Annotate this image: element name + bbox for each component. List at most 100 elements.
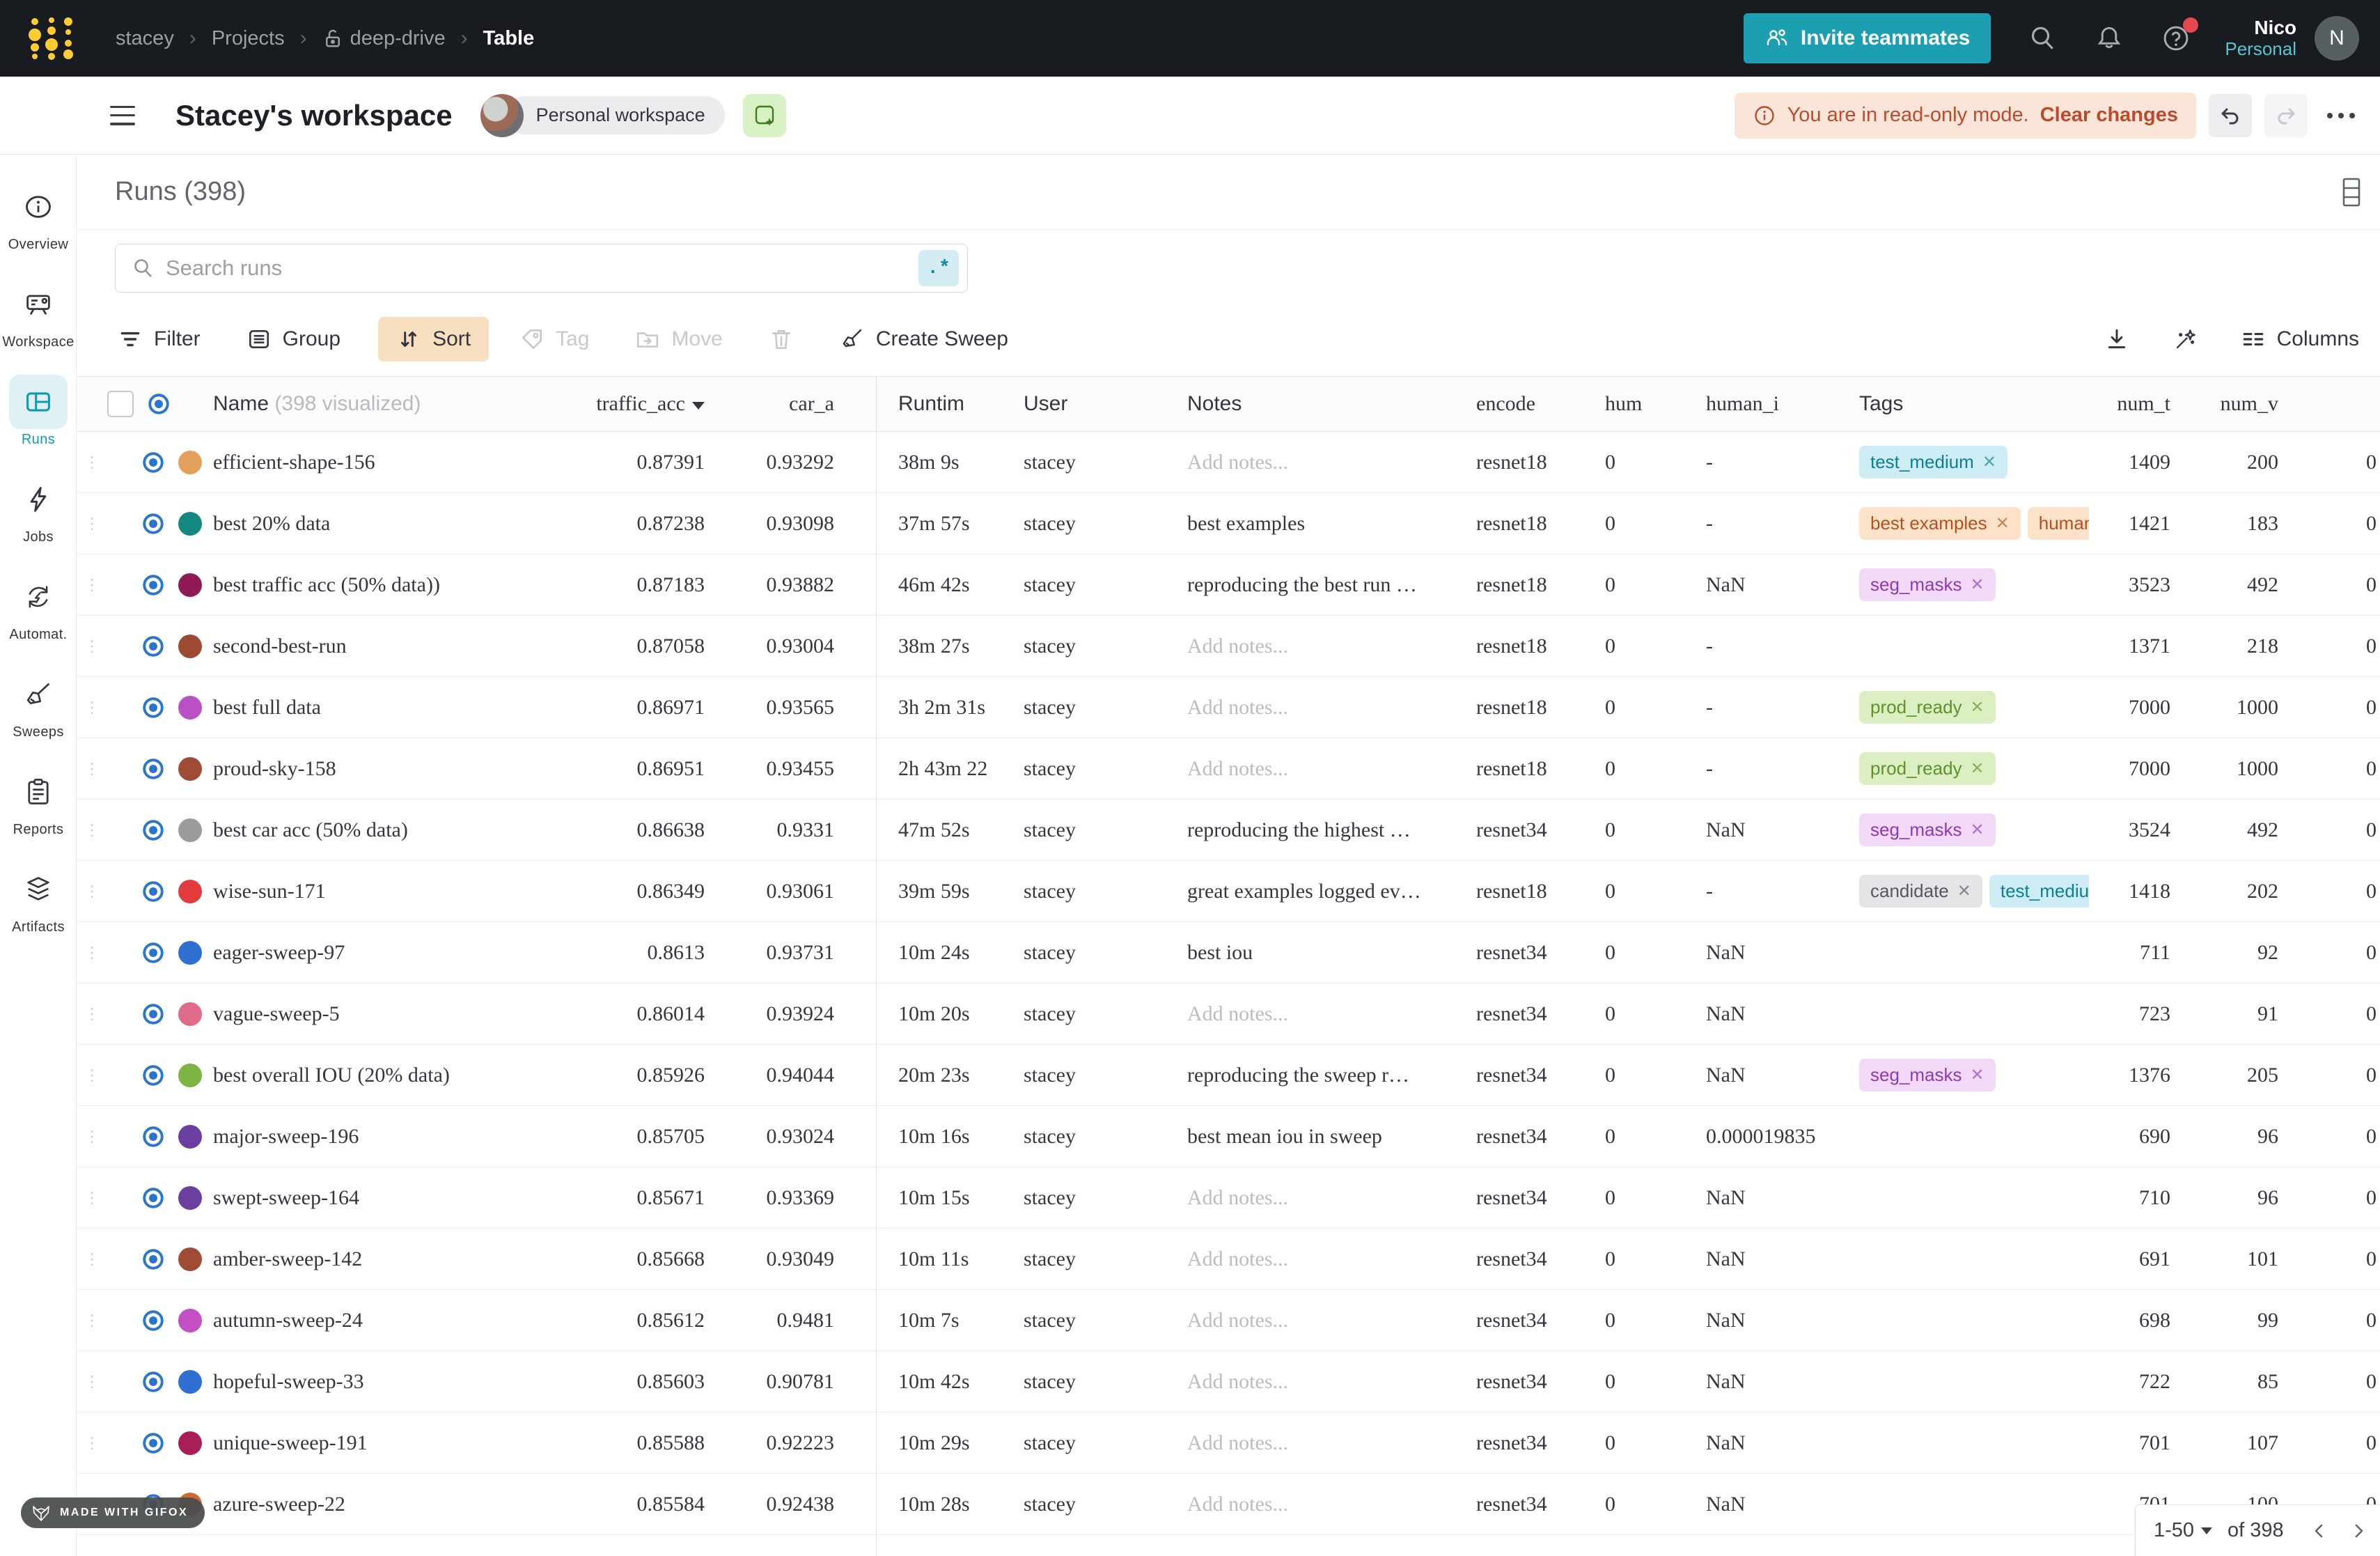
column-header-numv[interactable]: num_v — [2220, 392, 2278, 415]
sidebar-item-workspace[interactable]: Workspace — [0, 277, 77, 375]
drag-handle-icon[interactable]: ⋮ — [84, 1433, 100, 1452]
visibility-eye-icon[interactable] — [141, 1431, 166, 1456]
visibility-eye-icon[interactable] — [141, 1185, 166, 1211]
drag-handle-icon[interactable]: ⋮ — [84, 453, 100, 471]
column-header-numt[interactable]: num_t — [2117, 392, 2170, 415]
column-header-name[interactable]: Name (398 visualized) — [213, 392, 421, 415]
run-notes[interactable]: Add notes... — [1187, 1247, 1288, 1270]
run-notes[interactable]: Add notes... — [1187, 1492, 1288, 1516]
visibility-eye-icon[interactable] — [141, 1308, 166, 1333]
run-name[interactable]: azure-sweep-22 — [213, 1492, 345, 1516]
user-menu[interactable]: Nico Personal — [2225, 17, 2296, 60]
run-notes[interactable]: Add notes... — [1187, 695, 1288, 719]
run-name[interactable]: major-sweep-196 — [213, 1124, 359, 1148]
drag-handle-icon[interactable]: ⋮ — [84, 1066, 100, 1084]
run-name[interactable]: eager-sweep-97 — [213, 940, 345, 964]
run-notes[interactable]: Add notes... — [1187, 634, 1288, 658]
tag-chip[interactable]: seg_masks ✕ — [1859, 814, 1996, 846]
search-runs-input[interactable] — [166, 256, 918, 281]
tag-chip[interactable]: seg_masks ✕ — [1859, 1059, 1996, 1091]
group-button[interactable]: Group — [244, 317, 343, 361]
panel-layout-icon[interactable] — [2341, 177, 2362, 208]
menu-icon[interactable] — [110, 105, 135, 125]
tag-chip[interactable]: test_medium✕ — [1989, 875, 2089, 908]
tag-chip[interactable]: candidate ✕ — [1859, 875, 1982, 908]
visibility-eye-icon[interactable] — [141, 940, 166, 965]
drag-handle-icon[interactable]: ⋮ — [84, 1004, 100, 1022]
visibility-eye-icon[interactable] — [141, 1063, 166, 1088]
run-name[interactable]: best car acc (50% data) — [213, 818, 408, 841]
run-name[interactable]: second-best-run — [213, 634, 347, 658]
run-name[interactable]: efficient-shape-156 — [213, 450, 375, 474]
visibility-eye-icon[interactable] — [141, 634, 166, 659]
visibility-eye-icon[interactable] — [141, 1124, 166, 1149]
visibility-eye-icon[interactable] — [141, 695, 166, 720]
wandb-logo-icon[interactable] — [26, 15, 77, 61]
magic-wand-button[interactable] — [2170, 317, 2200, 361]
drag-handle-icon[interactable]: ⋮ — [84, 882, 100, 900]
run-name[interactable]: vague-sweep-5 — [213, 1002, 340, 1025]
column-header-notes[interactable]: Notes — [1187, 392, 1242, 415]
visibility-eye-icon[interactable] — [141, 511, 166, 536]
run-notes[interactable]: Add notes... — [1187, 1369, 1288, 1393]
column-header-encoder[interactable]: encode — [1476, 392, 1535, 415]
drag-handle-icon[interactable]: ⋮ — [84, 514, 100, 532]
notifications-bell-icon[interactable] — [2094, 23, 2124, 54]
run-notes[interactable]: Add notes... — [1187, 756, 1288, 780]
run-name[interactable]: unique-sweep-191 — [213, 1431, 368, 1454]
sidebar-item-overview[interactable]: Overview — [0, 180, 77, 277]
drag-handle-icon[interactable]: ⋮ — [84, 1372, 100, 1390]
run-notes[interactable]: Add notes... — [1187, 1002, 1288, 1025]
drag-handle-icon[interactable]: ⋮ — [84, 698, 100, 716]
run-notes[interactable]: Add notes... — [1187, 1185, 1288, 1209]
sidebar-item-reports[interactable]: Reports — [0, 765, 77, 862]
visibility-eye-icon[interactable] — [141, 1247, 166, 1272]
drag-handle-icon[interactable]: ⋮ — [84, 1250, 100, 1268]
previous-page-icon[interactable] — [2310, 1522, 2328, 1540]
drag-handle-icon[interactable]: ⋮ — [84, 1311, 100, 1329]
drag-handle-icon[interactable]: ⋮ — [84, 943, 100, 961]
tag-remove-icon[interactable]: ✕ — [1970, 820, 1984, 839]
sidebar-item-jobs[interactable]: Jobs — [0, 472, 77, 570]
tag-remove-icon[interactable]: ✕ — [1970, 759, 1984, 778]
column-header-traffic[interactable]: traffic_acc — [571, 392, 710, 416]
run-notes[interactable]: Add notes... — [1187, 1431, 1288, 1454]
run-notes[interactable]: reproducing the highest … — [1187, 818, 1411, 841]
visibility-eye-icon[interactable] — [141, 1369, 166, 1394]
column-header-hum[interactable]: hum — [1605, 392, 1643, 415]
help-icon[interactable] — [2161, 17, 2199, 54]
visibility-eye-icon[interactable] — [146, 391, 171, 417]
tag-remove-icon[interactable]: ✕ — [1982, 453, 1996, 472]
filter-button[interactable]: Filter — [115, 317, 203, 361]
sidebar-item-artifacts[interactable]: Artifacts — [0, 862, 77, 960]
sidebar-item-runs[interactable]: Runs — [0, 375, 77, 472]
run-name[interactable]: autumn-sweep-24 — [213, 1308, 363, 1332]
visibility-eye-icon[interactable] — [141, 450, 166, 475]
visibility-eye-icon[interactable] — [141, 756, 166, 781]
visibility-eye-icon[interactable] — [141, 879, 166, 904]
drag-handle-icon[interactable]: ⋮ — [84, 637, 100, 655]
run-notes[interactable]: best iou — [1187, 940, 1253, 964]
tag-chip[interactable]: best examples ✕ — [1859, 507, 2021, 540]
run-name[interactable]: best traffic acc (50% data)) — [213, 573, 440, 596]
visibility-eye-icon[interactable] — [141, 1002, 166, 1027]
run-notes[interactable]: great examples logged ev… — [1187, 879, 1421, 903]
invite-teammates-button[interactable]: Invite teammates — [1743, 13, 1991, 63]
drag-handle-icon[interactable]: ⋮ — [84, 1188, 100, 1206]
run-name[interactable]: best 20% data — [213, 511, 331, 535]
tag-remove-icon[interactable]: ✕ — [1970, 1066, 1984, 1084]
run-name[interactable]: proud-sky-158 — [213, 756, 336, 780]
tag-chip[interactable]: prod_ready ✕ — [1859, 752, 1996, 785]
run-notes[interactable]: best examples — [1187, 511, 1306, 535]
drag-handle-icon[interactable]: ⋮ — [84, 820, 100, 839]
run-name[interactable]: best overall IOU (20% data) — [213, 1063, 450, 1087]
search-icon[interactable] — [2027, 23, 2058, 54]
undo-button[interactable] — [2209, 93, 2252, 137]
pinned-column-divider[interactable] — [876, 376, 877, 1556]
column-header-user[interactable]: User — [1024, 392, 1068, 415]
column-header-human[interactable]: human_i — [1706, 392, 1779, 415]
sort-button[interactable]: Sort — [378, 317, 490, 361]
drag-handle-icon[interactable]: ⋮ — [84, 759, 100, 777]
report-sparkle-button[interactable] — [742, 93, 786, 137]
drag-handle-icon[interactable]: ⋮ — [84, 575, 100, 593]
